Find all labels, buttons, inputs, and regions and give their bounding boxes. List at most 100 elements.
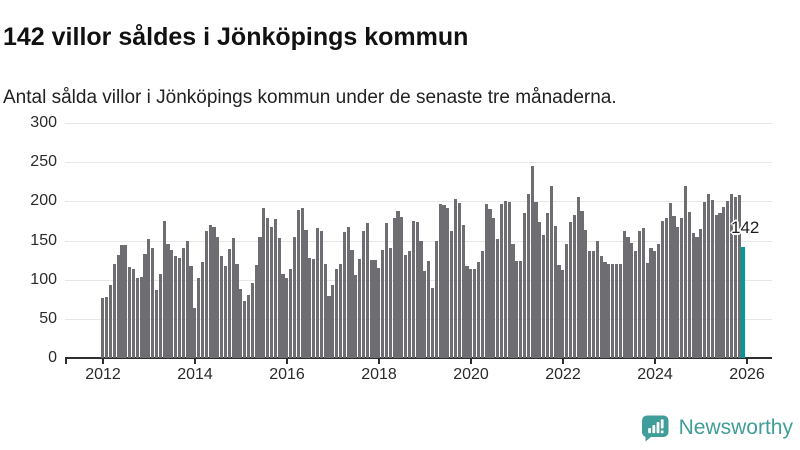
bar bbox=[381, 249, 385, 358]
bar bbox=[377, 267, 381, 358]
bar bbox=[289, 268, 293, 358]
x-axis-tick-label: 2014 bbox=[177, 366, 213, 383]
bar bbox=[611, 264, 615, 358]
bar bbox=[292, 237, 297, 358]
bar bbox=[580, 210, 584, 358]
x-axis-tick bbox=[746, 359, 748, 364]
x-axis-tick bbox=[194, 359, 196, 364]
newsworthy-logo: Newsworthy bbox=[641, 413, 793, 443]
x-axis-tick-label: 2026 bbox=[729, 366, 765, 383]
x-axis-tick bbox=[470, 359, 472, 364]
bar bbox=[204, 231, 208, 358]
x-axis-tick-label: 2016 bbox=[269, 366, 305, 383]
bar bbox=[733, 196, 737, 358]
bar bbox=[511, 244, 515, 358]
bar bbox=[116, 254, 120, 358]
bar bbox=[480, 250, 484, 358]
bar bbox=[687, 211, 691, 358]
bar bbox=[296, 209, 300, 358]
bar bbox=[162, 220, 166, 358]
bar bbox=[243, 300, 247, 358]
bar bbox=[488, 209, 492, 358]
bar bbox=[315, 227, 320, 358]
bar bbox=[461, 224, 465, 358]
bar bbox=[135, 278, 139, 358]
x-axis-tick bbox=[102, 359, 104, 364]
x-axis-tick bbox=[654, 359, 656, 364]
bar bbox=[223, 266, 228, 358]
bar bbox=[354, 274, 358, 358]
bar bbox=[331, 285, 335, 358]
x-axis-tick bbox=[286, 359, 288, 364]
bar bbox=[392, 217, 396, 358]
bar bbox=[369, 260, 373, 358]
bar bbox=[576, 196, 580, 358]
bar bbox=[131, 269, 136, 358]
bar bbox=[335, 269, 339, 358]
bar bbox=[718, 213, 722, 358]
bar bbox=[273, 218, 277, 358]
bar bbox=[476, 262, 481, 358]
bar bbox=[622, 231, 626, 358]
bar bbox=[557, 264, 561, 358]
bar bbox=[181, 247, 185, 358]
bar bbox=[538, 221, 542, 358]
bar bbox=[553, 225, 557, 358]
bar bbox=[683, 185, 688, 358]
bar bbox=[438, 204, 442, 358]
bar bbox=[319, 231, 323, 358]
bar bbox=[350, 249, 354, 358]
bar bbox=[584, 230, 588, 358]
bar bbox=[189, 266, 193, 358]
bar bbox=[139, 277, 143, 358]
bar bbox=[714, 214, 718, 358]
bar bbox=[453, 198, 458, 358]
bar bbox=[400, 217, 404, 358]
bar bbox=[519, 260, 523, 358]
bar bbox=[419, 240, 423, 358]
newsworthy-bubble-chart-icon bbox=[641, 415, 669, 441]
bar bbox=[653, 250, 657, 358]
bar bbox=[120, 245, 124, 358]
bar bbox=[388, 248, 392, 358]
x-axis-tick-label: 2012 bbox=[85, 366, 121, 383]
bar bbox=[618, 264, 622, 358]
bar bbox=[250, 282, 254, 358]
bar bbox=[101, 297, 105, 358]
bar bbox=[522, 213, 527, 358]
y-axis-tick-label: 200 bbox=[30, 192, 57, 210]
bar bbox=[442, 205, 446, 358]
bar bbox=[174, 256, 178, 358]
x-axis-tick-label: 2022 bbox=[545, 366, 581, 383]
bar bbox=[128, 267, 132, 358]
bar bbox=[672, 216, 676, 358]
y-axis-tick-label: 300 bbox=[30, 114, 57, 131]
bar bbox=[457, 202, 461, 358]
x-axis-tick bbox=[378, 359, 380, 364]
bar bbox=[108, 285, 113, 358]
bar bbox=[595, 241, 599, 358]
bar bbox=[262, 207, 266, 358]
y-axis-tick-label: 0 bbox=[48, 349, 57, 366]
bar bbox=[166, 244, 170, 358]
bar bbox=[231, 238, 235, 358]
bar bbox=[434, 240, 438, 358]
bar bbox=[496, 238, 500, 358]
bar bbox=[634, 250, 638, 358]
bar bbox=[568, 221, 573, 358]
bar bbox=[695, 237, 699, 358]
bar bbox=[499, 204, 504, 358]
bar bbox=[112, 264, 116, 358]
bar bbox=[572, 215, 576, 358]
bar bbox=[530, 166, 534, 358]
bar bbox=[737, 195, 741, 358]
bar bbox=[492, 217, 496, 358]
bar bbox=[404, 254, 408, 358]
bar bbox=[384, 223, 389, 358]
bar bbox=[469, 269, 473, 358]
bar bbox=[227, 249, 231, 358]
bar bbox=[526, 193, 530, 358]
bar bbox=[193, 307, 197, 358]
newsworthy-logo-text: Newsworthy bbox=[678, 416, 793, 439]
bar bbox=[254, 264, 258, 358]
